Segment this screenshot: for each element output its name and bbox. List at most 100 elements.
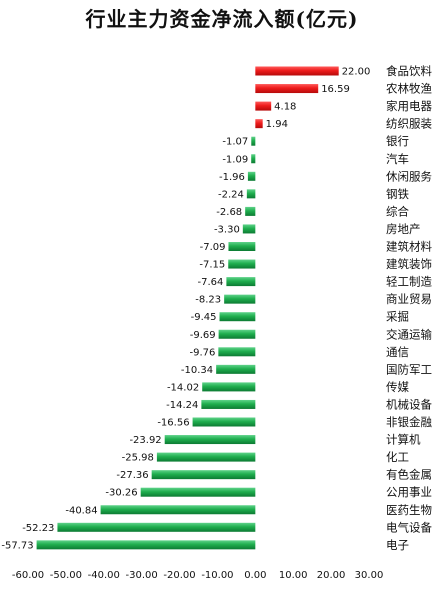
category-label-18: 传媒 (386, 380, 409, 394)
x-tick-label-5: -10.00 (201, 570, 233, 581)
category-label-3: 纺织服装 (386, 117, 432, 131)
bar-21 (164, 435, 256, 445)
category-label-5: 汽车 (386, 152, 409, 166)
x-tick-label-6: 0.00 (244, 570, 266, 581)
bar-26 (57, 522, 256, 532)
category-label-24: 公用事业 (386, 485, 432, 499)
value-label-8: -2.68 (216, 207, 242, 218)
value-label-17: -10.34 (181, 365, 213, 376)
bar-10 (228, 242, 256, 251)
bar-15 (218, 329, 256, 339)
category-label-1: 农林牧渔 (386, 82, 432, 96)
bar-6 (247, 171, 256, 181)
bar-9 (242, 224, 256, 234)
x-tick-label-7: 10.00 (279, 570, 308, 581)
category-label-15: 交通运输 (386, 327, 432, 341)
bar-16 (218, 347, 256, 357)
category-label-22: 化工 (386, 450, 409, 464)
bar-25 (100, 505, 256, 515)
value-label-20: -16.56 (157, 418, 189, 429)
x-tick-label-0: -60.00 (12, 570, 44, 581)
category-label-7: 钢铁 (386, 187, 409, 201)
value-label-2: 4.18 (274, 102, 296, 113)
bar-22 (156, 452, 256, 462)
value-label-21: -23.92 (129, 435, 161, 446)
x-tick-label-8: 20.00 (317, 570, 346, 581)
category-label-26: 电气设备 (386, 520, 432, 534)
category-label-13: 商业贸易 (386, 292, 432, 306)
bar-12 (226, 277, 256, 287)
value-label-5: -1.09 (222, 154, 248, 165)
bar-5 (251, 154, 256, 164)
category-label-16: 通信 (386, 345, 409, 359)
x-tick-label-1: -50.00 (50, 570, 82, 581)
category-label-14: 采掘 (386, 310, 409, 324)
x-tick-label-4: -20.00 (163, 570, 195, 581)
bar-8 (245, 206, 256, 216)
bar-27 (36, 540, 256, 550)
bar-7 (246, 189, 256, 199)
value-label-9: -3.30 (214, 224, 240, 235)
value-label-25: -40.84 (65, 505, 97, 516)
category-label-19: 机械设备 (386, 397, 432, 411)
bar-1 (255, 84, 319, 94)
value-label-18: -14.02 (167, 382, 199, 393)
x-tick-label-9: 30.00 (355, 570, 384, 581)
bar-19 (201, 399, 256, 409)
value-label-14: -9.45 (191, 312, 217, 323)
category-label-17: 国防军工 (386, 362, 432, 376)
bar-23 (151, 470, 256, 480)
category-label-27: 电子 (386, 538, 409, 552)
value-label-10: -7.09 (200, 242, 226, 253)
value-label-3: 1.94 (266, 119, 288, 130)
value-label-26: -52.23 (22, 523, 54, 534)
value-label-19: -14.24 (166, 400, 198, 411)
value-label-13: -8.23 (195, 295, 221, 306)
bars-group (36, 66, 339, 550)
chart-title: 行业主力资金净流入额(亿元) (85, 7, 359, 31)
category-label-11: 建筑装饰 (386, 257, 432, 271)
category-label-20: 非银金融 (386, 415, 432, 429)
category-label-0: 食品饮料 (386, 64, 432, 78)
value-label-16: -9.76 (189, 347, 215, 358)
bar-3 (255, 119, 263, 129)
value-labels-group: 22.00 16.59 4.18 1.94 -1.07 -1.09 -1.96 -2.24 -2… (1, 67, 370, 552)
category-label-25: 医药生物 (386, 503, 432, 517)
category-labels-group: 食品饮料农林牧渔家用电器纺织服装银行汽车休闲服务钢铁综合房地产建筑材料建筑装饰轻… (386, 64, 432, 552)
bar-17 (216, 364, 256, 374)
value-label-0: 22.00 (342, 67, 371, 78)
bar-0 (255, 66, 339, 76)
value-label-11: -7.15 (199, 260, 225, 271)
value-label-7: -2.24 (218, 189, 244, 200)
bar-18 (202, 382, 256, 392)
value-label-23: -27.36 (116, 470, 148, 481)
category-label-21: 计算机 (386, 433, 421, 447)
category-label-2: 家用电器 (386, 99, 432, 113)
value-label-4: -1.07 (222, 137, 248, 148)
value-label-1: 16.59 (321, 84, 350, 95)
category-label-9: 房地产 (386, 222, 421, 236)
bar-20 (192, 417, 256, 427)
value-label-12: -7.64 (198, 277, 224, 288)
category-label-23: 有色金属 (386, 468, 432, 482)
value-label-24: -30.26 (105, 488, 137, 499)
x-tick-label-2: -40.00 (88, 570, 120, 581)
x-axis-ticks: -60.00 -50.00 -40.00 -30.00 -20.00 -10.00 0.00… (12, 570, 383, 581)
category-label-8: 综合 (386, 204, 409, 218)
value-label-6: -1.96 (219, 172, 245, 183)
bar-14 (219, 312, 256, 322)
bar-24 (140, 487, 256, 497)
category-label-6: 休闲服务 (386, 169, 432, 183)
category-label-4: 银行 (386, 134, 409, 148)
category-label-12: 轻工制造 (386, 275, 432, 289)
value-label-15: -9.69 (190, 330, 216, 341)
value-label-22: -25.98 (122, 453, 154, 464)
x-tick-label-3: -30.00 (126, 570, 158, 581)
category-label-10: 建筑材料 (386, 240, 432, 254)
bar-13 (224, 294, 256, 304)
bar-2 (255, 101, 272, 111)
bar-4 (251, 136, 256, 146)
value-label-27: -57.73 (1, 540, 33, 551)
bar-11 (228, 259, 256, 269)
